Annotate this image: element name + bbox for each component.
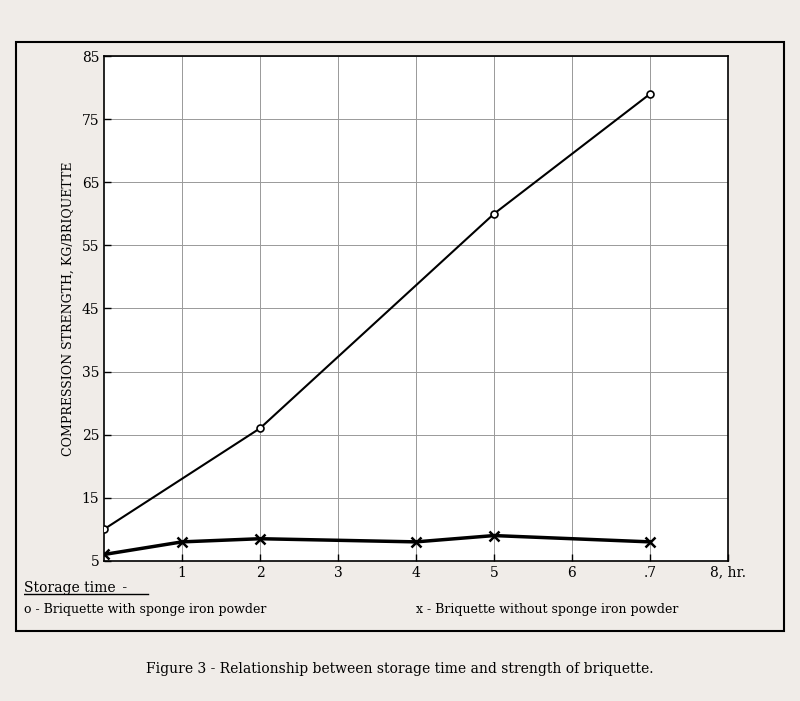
Text: o - Briquette with sponge iron powder: o - Briquette with sponge iron powder: [24, 604, 266, 616]
Text: x - Briquette without sponge iron powder: x - Briquette without sponge iron powder: [416, 604, 678, 616]
Text: Figure 3 - Relationship between storage time and strength of briquette.: Figure 3 - Relationship between storage …: [146, 662, 654, 676]
Text: -: -: [118, 581, 127, 595]
Text: Storage time: Storage time: [24, 581, 116, 595]
Y-axis label: COMPRESSION STRENGTH, KG/BRIQUETTE: COMPRESSION STRENGTH, KG/BRIQUETTE: [62, 161, 74, 456]
